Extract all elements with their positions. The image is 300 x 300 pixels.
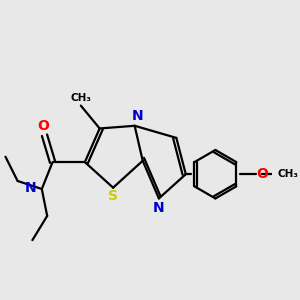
Text: CH₃: CH₃ [278, 169, 299, 179]
Text: S: S [108, 189, 118, 203]
Text: N: N [24, 181, 36, 195]
Text: O: O [256, 167, 268, 181]
Text: O: O [37, 119, 49, 133]
Text: N: N [153, 201, 165, 214]
Text: N: N [131, 109, 143, 123]
Text: CH₃: CH₃ [70, 93, 91, 103]
